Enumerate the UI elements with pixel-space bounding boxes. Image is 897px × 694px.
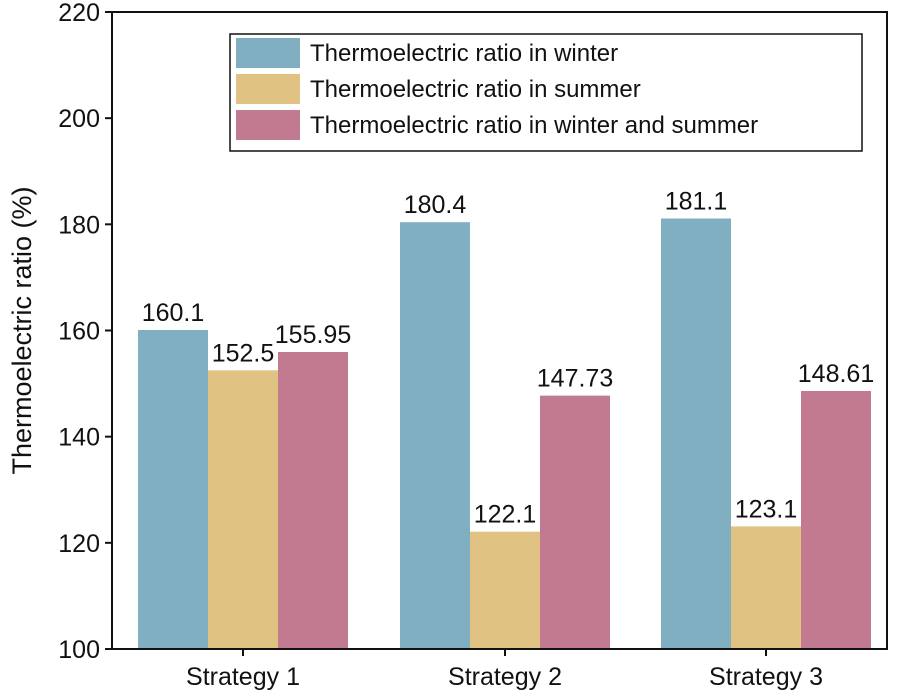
y-tick-label: 120 — [58, 530, 100, 558]
y-tick-label: 100 — [58, 636, 100, 664]
legend-box — [229, 33, 863, 152]
bar-combined-strategy-3 — [801, 390, 871, 649]
data-label: 122.1 — [474, 501, 537, 529]
bar-combined-strategy-2 — [540, 395, 610, 649]
data-label: 155.95 — [275, 321, 351, 349]
bar-combined-strategy-1 — [278, 351, 348, 649]
data-label: 180.4 — [404, 191, 467, 219]
y-axis-ticks: 100 120 140 160 180 200 220 — [58, 0, 112, 664]
y-tick-label: 140 — [58, 424, 100, 452]
y-tick-label: 160 — [58, 318, 100, 346]
data-label: 123.1 — [735, 495, 798, 523]
legend: Thermoelectric ratio in winter Thermoelec… — [229, 33, 863, 152]
legend-swatch — [236, 38, 300, 68]
x-axis-ticks: Strategy 1 Strategy 2 Strategy 3 — [186, 649, 823, 691]
bar-winter-strategy-2 — [400, 222, 470, 649]
y-tick-label: 180 — [58, 211, 100, 239]
bar-summer-strategy-3 — [731, 526, 801, 649]
bar-winter-strategy-3 — [661, 218, 731, 649]
data-label: 147.73 — [537, 365, 613, 393]
legend-label: Thermoelectric ratio in summer — [310, 76, 641, 103]
legend-label: Thermoelectric ratio in winter and summe… — [310, 112, 758, 139]
data-label: 181.1 — [665, 187, 728, 215]
legend-swatch — [236, 74, 300, 104]
x-tick-label: Strategy 3 — [709, 663, 823, 691]
y-tick-label: 200 — [58, 105, 100, 133]
data-label: 148.61 — [798, 360, 874, 388]
x-tick-label: Strategy 1 — [186, 663, 300, 691]
data-label: 152.5 — [212, 339, 275, 367]
bar-summer-strategy-1 — [208, 370, 278, 649]
x-tick-label: Strategy 2 — [448, 663, 562, 691]
data-label: 160.1 — [142, 299, 205, 327]
bar-winter-strategy-1 — [138, 329, 208, 649]
legend-swatch — [236, 110, 300, 140]
y-tick-label: 220 — [58, 0, 100, 27]
bar-summer-strategy-2 — [470, 531, 540, 649]
legend-label: Thermoelectric ratio in winter — [310, 40, 618, 67]
bars-layer — [138, 218, 871, 649]
y-axis-title: Thermoelectric ratio (%) — [7, 186, 37, 474]
